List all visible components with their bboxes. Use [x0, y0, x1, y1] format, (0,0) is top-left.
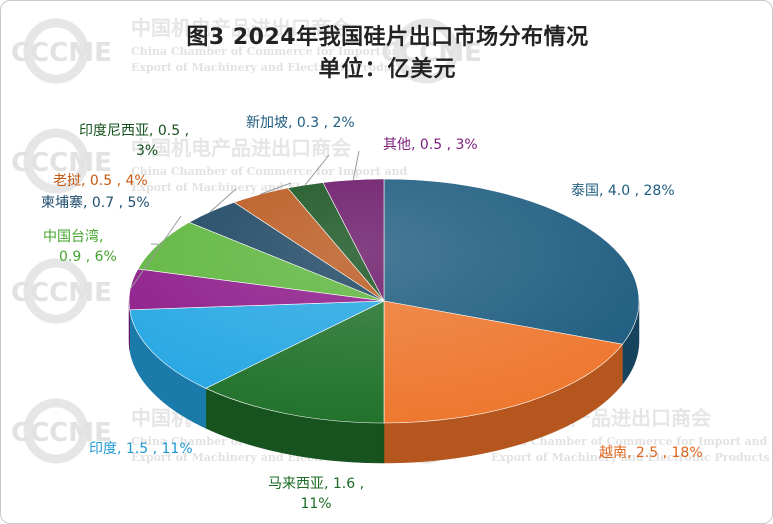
- leader-line: [304, 154, 330, 186]
- data-label-line: 其他, 0.5 , 3%: [383, 137, 478, 153]
- watermark-org-cn: 中国机电产品进出口商会: [131, 136, 351, 160]
- leader-line: [352, 150, 360, 180]
- watermark-org-en: China Chamber of Commerce for Import and: [491, 435, 768, 448]
- data-label-line: 马来西亚, 1.6 ,: [268, 476, 364, 492]
- data-label-line: 11%: [300, 496, 331, 512]
- data-label: 老挝, 0.5 , 4%: [53, 173, 148, 189]
- watermark-org-en: Export of Machinery and Electronic Produ…: [131, 61, 410, 74]
- data-label: 印度, 1.5 , 11%: [89, 441, 193, 457]
- data-label: 中国台湾, 0.9 , 6%: [43, 228, 117, 265]
- chart-subtitle: 单位：亿美元: [318, 57, 457, 82]
- watermark-logo: CCCME: [11, 38, 112, 68]
- data-label: 马来西亚, 1.6 , 11%: [268, 476, 364, 512]
- data-label: 新加坡, 0.3 , 2%: [246, 115, 355, 131]
- watermark-logo: CCCME: [11, 278, 112, 308]
- data-label-line: 0.9 , 6%: [59, 249, 117, 265]
- data-label-line: 老挝, 0.5 , 4%: [53, 173, 148, 189]
- data-label: 印度尼西亚, 0.5 , 3%: [79, 123, 189, 159]
- watermark-logo: CCCME: [381, 38, 482, 68]
- data-label: 泰国, 4.0 , 28%: [571, 183, 675, 199]
- data-label-line: 3%: [136, 143, 158, 159]
- watermark-org-en: China Chamber of Commerce for Import and: [131, 165, 408, 178]
- chart-title: 图3 2024年我国硅片出口市场分布情况: [186, 25, 589, 50]
- data-label-line: 印度尼西亚, 0.5 ,: [79, 123, 189, 139]
- watermark-org-cn: 中国机电产品进出口商会: [131, 16, 351, 40]
- watermark: CCCME 中国机电产品进出口商会 China Chamber of Commerc…: [11, 128, 410, 194]
- pie-slices: [128, 178, 640, 464]
- pie-gloss: [129, 179, 639, 423]
- watermark-org-en: China Chamber of Commerce for Import and: [131, 45, 408, 58]
- watermark: CCCME: [381, 18, 482, 84]
- watermark-org-en: Export of Machinery and Electronic Produ…: [491, 451, 770, 464]
- leader-line: [129, 215, 182, 290]
- watermark-logo: CCCME: [11, 148, 112, 178]
- data-label: 其他, 0.5 , 3%: [383, 137, 478, 153]
- data-label-line: 柬埔寨, 0.7 , 5%: [41, 194, 150, 211]
- data-label-line: 印度, 1.5 , 11%: [89, 441, 193, 457]
- data-label-line: 泰国, 4.0 , 28%: [571, 183, 675, 199]
- watermark-logo: CCCME: [11, 418, 112, 448]
- data-label-line: 新加坡, 0.3 , 2%: [246, 115, 355, 131]
- data-label: 柬埔寨, 0.7 , 5%: [41, 194, 150, 211]
- leader-line: [210, 188, 237, 213]
- data-label: 越南, 2.5 , 18%: [599, 445, 703, 461]
- leader-lines: [129, 150, 360, 290]
- data-label-line: 越南, 2.5 , 18%: [599, 445, 703, 461]
- watermark: CCCME 中国机电产品进出口商会 China Chamber of Commerc…: [11, 16, 410, 84]
- leader-line: [259, 182, 292, 195]
- data-labels: 泰国, 4.0 , 28% 越南, 2.5 , 18% 马来西亚, 1.6 , 11%…: [41, 115, 703, 512]
- data-label-line: 中国台湾,: [43, 228, 103, 245]
